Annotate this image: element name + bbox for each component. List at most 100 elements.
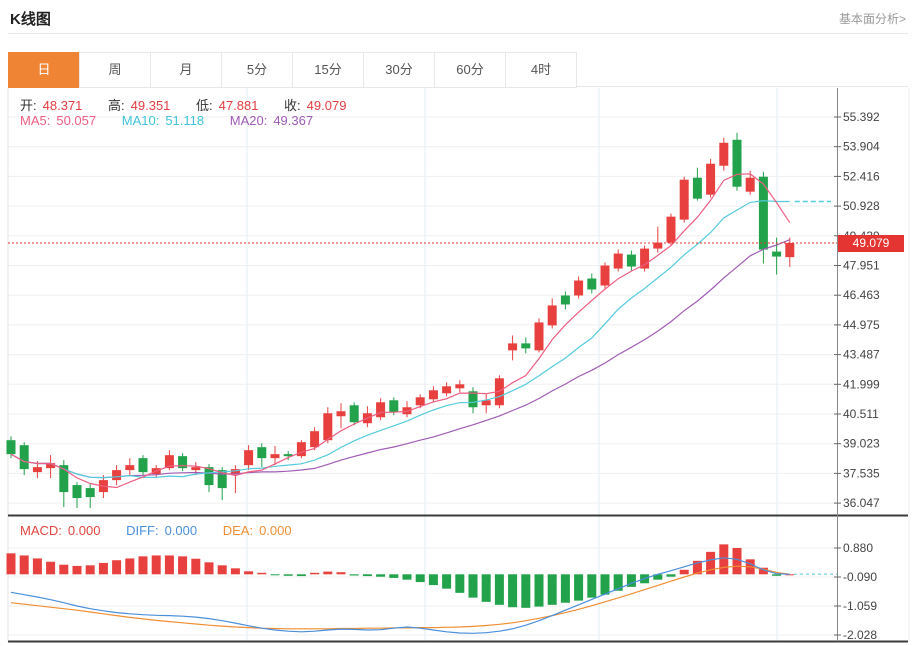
macd-bar	[6, 553, 16, 575]
ma10-value: 51.118	[165, 113, 205, 128]
dea-value: 0.000	[259, 523, 292, 538]
macd-bar	[283, 574, 293, 576]
candle-body	[428, 390, 438, 400]
y-axis-label: 46.463	[843, 288, 880, 302]
ma5-line	[10, 173, 791, 489]
macd-legend: MACD: 0.000 DIFF: 0.000 DEA: 0.000	[20, 523, 298, 538]
y-axis-label: 39.023	[843, 437, 880, 451]
macd-bar	[692, 560, 702, 575]
y-axis-label: 0.880	[843, 541, 873, 555]
tab-30min[interactable]: 30分	[363, 52, 435, 88]
candle-body	[138, 458, 148, 473]
macd-bar	[112, 560, 122, 575]
candle-body	[310, 431, 320, 448]
candle-body	[204, 467, 214, 486]
tab-5min[interactable]: 5分	[221, 52, 293, 88]
macd-bar	[455, 574, 465, 593]
macd-bar	[428, 574, 438, 586]
y-axis-label: 50.928	[843, 199, 880, 213]
candle-body	[230, 469, 240, 475]
candle-body	[706, 163, 716, 195]
macd-bar	[442, 574, 452, 589]
candle-body	[244, 450, 254, 466]
fundamental-analysis-link[interactable]: 基本面分析>	[838, 12, 906, 26]
y-axis-label: 52.416	[843, 169, 880, 183]
tab-60min[interactable]: 60分	[434, 52, 506, 88]
macd-bar	[296, 574, 306, 577]
y-axis-label: -0.090	[843, 570, 877, 584]
macd-bar	[587, 574, 597, 598]
macd-bar	[534, 574, 544, 607]
candle-body	[600, 265, 610, 286]
candle-body	[547, 305, 557, 326]
macd-bar	[230, 568, 240, 575]
macd-bar	[138, 556, 148, 575]
macd-bar	[706, 551, 716, 575]
candle-body	[112, 470, 122, 481]
candle-body	[758, 176, 768, 250]
macd-bar	[547, 574, 557, 605]
macd-bar	[415, 574, 425, 583]
y-axis-label: 41.999	[843, 377, 880, 391]
candle-body	[32, 467, 42, 473]
candle-body	[560, 295, 570, 305]
macd-bar	[85, 565, 95, 575]
high-value: 49.351	[130, 98, 171, 113]
page-title: K线图	[10, 11, 51, 28]
macd-bar	[758, 567, 768, 575]
tab-month[interactable]: 月	[150, 52, 222, 88]
candle-body	[415, 397, 425, 406]
candle-body	[376, 402, 386, 418]
candle-body	[257, 447, 267, 459]
close-value: 49.079	[306, 98, 347, 113]
y-axis-label: 55.392	[843, 110, 880, 124]
macd-bar	[402, 574, 412, 580]
candle-body	[468, 391, 478, 408]
macd-bar	[785, 574, 795, 576]
ma20-value: 49.367	[273, 113, 314, 128]
diff-line	[10, 557, 790, 634]
macd-bar	[98, 562, 108, 575]
candle-body	[349, 405, 359, 423]
ohlc-legend: 开: 48.371 高: 49.351 低: 47.881 收: 49.079	[20, 95, 352, 114]
macd-bar	[679, 569, 689, 575]
macd-bar	[178, 556, 188, 575]
macd-bar	[125, 558, 135, 575]
ma10-label: MA10:	[121, 113, 160, 128]
current-price-badge: 49.079	[838, 235, 904, 252]
candle-body	[336, 411, 346, 417]
macd-bar	[72, 565, 82, 575]
macd-bar	[494, 574, 504, 605]
macd-bar	[217, 565, 227, 575]
macd-bar	[257, 572, 267, 575]
candle-body	[626, 254, 636, 267]
macd-bar	[349, 574, 359, 576]
macd-bar	[626, 574, 636, 587]
candle-body	[679, 179, 689, 220]
candle-body	[481, 400, 491, 406]
y-axis-label: 53.904	[843, 140, 880, 154]
tab-15min[interactable]: 15分	[292, 52, 364, 88]
y-axis-label: 37.535	[843, 466, 880, 480]
candle-body	[323, 413, 333, 441]
candle-body	[613, 253, 623, 269]
tab-day[interactable]: 日	[8, 52, 80, 88]
macd-bar	[613, 574, 623, 591]
low-label: 低:	[196, 98, 213, 113]
tab-4hour[interactable]: 4时	[505, 52, 577, 88]
y-axis-label: 36.047	[843, 496, 880, 510]
macd-bar	[310, 572, 320, 575]
tab-week[interactable]: 周	[79, 52, 151, 88]
candle-body	[402, 407, 412, 415]
macd-bar	[59, 564, 69, 575]
candle-body	[191, 467, 201, 471]
y-axis-label: 47.951	[843, 259, 880, 273]
y-axis-label: -1.059	[843, 599, 877, 613]
open-label: 开:	[20, 98, 37, 113]
open-value: 48.371	[42, 98, 83, 113]
candle-body	[46, 463, 56, 469]
candle-body	[442, 386, 452, 394]
candle-body	[283, 454, 293, 457]
macd-bar	[19, 555, 29, 575]
